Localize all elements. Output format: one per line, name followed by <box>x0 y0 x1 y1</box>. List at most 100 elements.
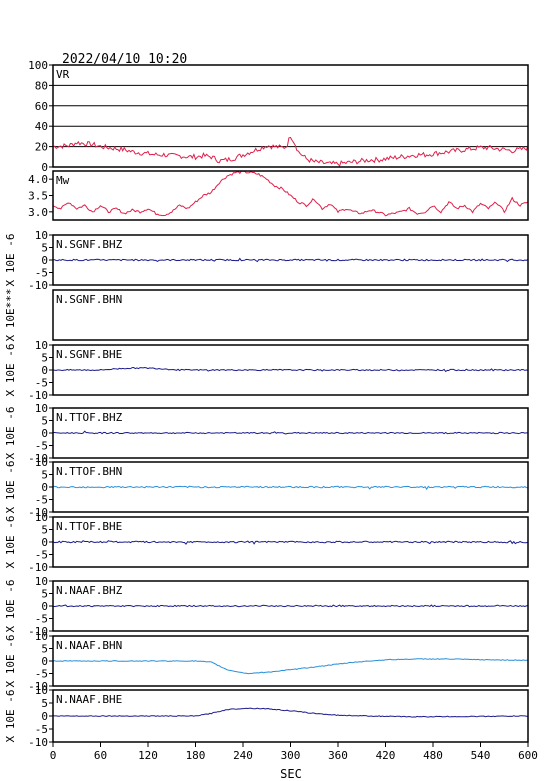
y-axis-label: X 10E*** <box>4 289 17 342</box>
panel-label: N.NAAF.BHN <box>56 639 122 652</box>
y-tick-label: 40 <box>35 120 48 133</box>
panel-label: N.TTOF.BHN <box>56 465 122 478</box>
y-tick-label: 5 <box>41 469 48 482</box>
y-tick-label: 5 <box>41 242 48 255</box>
panel-label: N.SGNF.BHE <box>56 348 122 361</box>
panel-n-sgnf-bhn: X 10E*** N.SGNF.BHN <box>4 289 529 342</box>
y-tick-label: 10 <box>35 684 48 697</box>
panel-label: N.NAAF.BHZ <box>56 584 123 597</box>
x-tick-label: 420 <box>376 749 396 762</box>
y-tick-label: 10 <box>35 511 48 524</box>
y-tick-label: -5 <box>35 613 48 626</box>
panel-frame <box>52 234 529 286</box>
panel-label: N.TTOF.BHZ <box>56 411 123 424</box>
y-tick-label: 100 <box>28 59 48 72</box>
y-tick-label: 10 <box>35 339 48 352</box>
y-tick-label: 5 <box>41 415 48 428</box>
chart-title: 2022/04/10 10:20 <box>62 52 187 67</box>
series-line <box>52 430 528 435</box>
y-tick-label: -10 <box>28 506 48 519</box>
y-tick-label: -10 <box>28 736 48 749</box>
y-axis-label: X 10E -6 <box>4 344 17 397</box>
series-line <box>52 540 529 545</box>
y-tick-label: -10 <box>28 389 48 402</box>
x-tick-label: 300 <box>281 749 301 762</box>
x-tick-label: 600 <box>518 749 538 762</box>
panel-label: N.TTOF.BHE <box>56 520 122 533</box>
y-axis-label: X 10E -6 <box>4 407 17 460</box>
y-tick-label: 60 <box>35 100 48 113</box>
y-tick-label: 10 <box>35 575 48 588</box>
y-axis-label: X 10E -6 <box>4 234 17 287</box>
panel-frame <box>52 516 529 568</box>
y-axis-label: X 10E -6 <box>4 635 17 688</box>
y-tick-label: -5 <box>35 723 48 736</box>
panel-label: VR <box>56 68 70 81</box>
series-line <box>52 366 529 373</box>
x-tick-label: 0 <box>50 749 57 762</box>
y-tick-label: 0 <box>41 254 48 267</box>
y-tick-label: -5 <box>35 494 48 507</box>
series-line <box>53 485 529 491</box>
panel-label: Mw <box>56 174 70 187</box>
y-tick-label: 80 <box>35 79 48 92</box>
panel-frame <box>52 635 529 687</box>
y-tick-label: 5 <box>41 697 48 710</box>
x-tick-label: 360 <box>328 749 348 762</box>
panel-frame <box>52 170 529 221</box>
y-tick-label: 5 <box>41 643 48 656</box>
y-tick-label: -10 <box>28 561 48 574</box>
y-tick-label: 0 <box>41 364 48 377</box>
y-axis-label: X 10E -6 <box>4 516 17 569</box>
y-tick-label: 5 <box>41 588 48 601</box>
x-axis-label: SEC <box>280 767 302 781</box>
y-tick-label: -10 <box>28 452 48 465</box>
panel-frame <box>52 580 529 632</box>
series-line <box>53 604 529 608</box>
x-tick-label: 180 <box>186 749 206 762</box>
series-line <box>52 658 528 675</box>
y-tick-label: 4.0 <box>28 173 48 186</box>
y-tick-label: -5 <box>35 377 48 390</box>
y-tick-label: 10 <box>35 630 48 643</box>
y-tick-label: 0 <box>41 427 48 440</box>
y-tick-label: -5 <box>35 549 48 562</box>
y-tick-label: -10 <box>28 625 48 638</box>
y-tick-label: 3.5 <box>28 190 48 203</box>
y-tick-label: 10 <box>35 456 48 469</box>
y-tick-label: 0 <box>41 710 48 723</box>
panel-frame <box>52 344 529 396</box>
y-axis-label: X 10E -6 <box>4 580 17 633</box>
series-line <box>52 136 529 167</box>
y-tick-label: 10 <box>35 402 48 415</box>
y-tick-label: -5 <box>35 440 48 453</box>
y-tick-label: -10 <box>28 279 48 292</box>
series-line <box>52 707 528 718</box>
series-line <box>52 170 529 217</box>
x-tick-label: 120 <box>138 749 158 762</box>
y-tick-label: 0 <box>41 655 48 668</box>
y-tick-label: 5 <box>41 352 48 365</box>
x-tick-label: 240 <box>233 749 253 762</box>
panel-vr: 100 80 60 40 20 0 VR <box>28 59 529 174</box>
panel-label: N.NAAF.BHE <box>56 693 122 706</box>
x-axis: 0 60 120 180 240 300 360 420 480 540 600 <box>50 742 538 762</box>
y-tick-label: -5 <box>35 668 48 681</box>
y-tick-label: -10 <box>28 680 48 693</box>
panel-label: N.SGNF.BHN <box>56 293 122 306</box>
panel-frame <box>52 461 529 513</box>
y-tick-label: 0 <box>41 600 48 613</box>
x-tick-label: 540 <box>471 749 491 762</box>
y-tick-label: 20 <box>35 141 48 154</box>
y-axis-label: X 10E -6 <box>4 690 17 743</box>
panel-frame <box>52 64 529 168</box>
